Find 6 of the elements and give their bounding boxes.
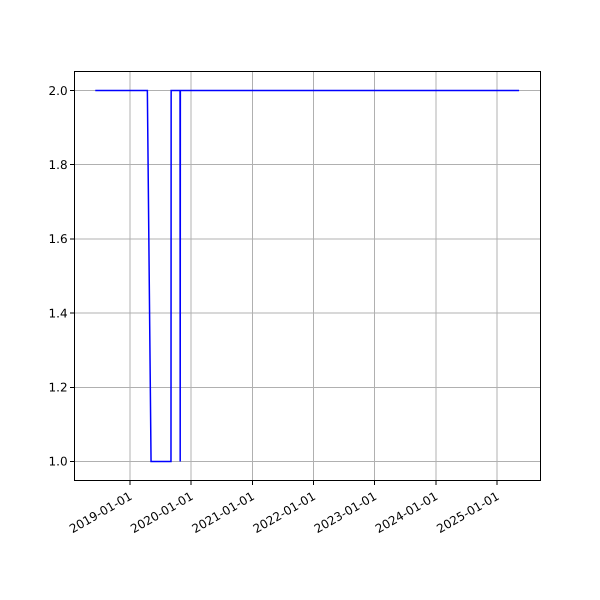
y-tick-label: 1.8 bbox=[48, 158, 68, 172]
y-tick-label: 1.4 bbox=[48, 306, 68, 320]
y-tick-label: 1.2 bbox=[48, 380, 68, 394]
y-tick-label: 1.0 bbox=[48, 454, 68, 469]
y-tick-label: 1.6 bbox=[48, 232, 68, 246]
y-tick-label: 2.0 bbox=[48, 84, 68, 98]
